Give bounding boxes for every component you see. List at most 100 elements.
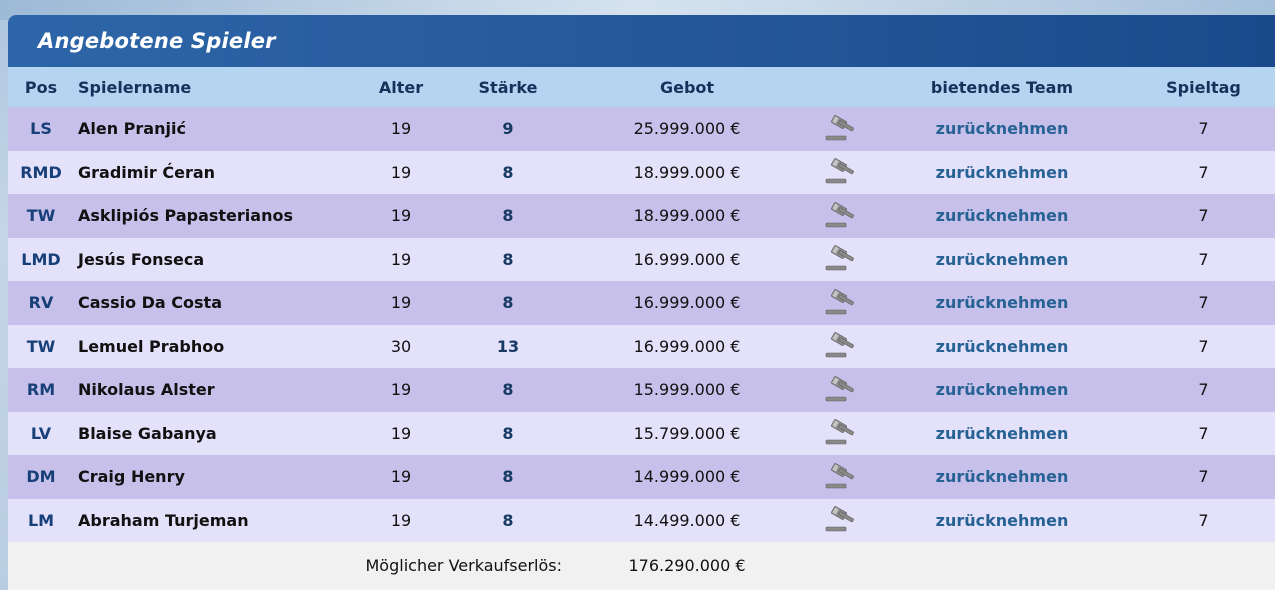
- withdraw-link[interactable]: zurücknehmen: [935, 380, 1069, 400]
- player-age: 19: [390, 423, 412, 443]
- player-strength: 8: [502, 249, 514, 269]
- player-matchday: 7: [1198, 467, 1209, 487]
- player-matchday: 7: [1198, 510, 1209, 530]
- auction-hammer-icon[interactable]: [812, 505, 872, 535]
- player-matchday: 7: [1198, 293, 1209, 313]
- player-matchday: 7: [1198, 206, 1209, 226]
- auction-hammer-icon[interactable]: [812, 114, 872, 144]
- auction-hammer-icon[interactable]: [812, 331, 872, 361]
- player-matchday: 7: [1198, 336, 1209, 356]
- table-row: LM Abraham Turjeman 19 8 14.499.000 € zurückn…: [8, 498, 1275, 542]
- table-row: LV Blaise Gabanya 19 8 15.799.000 € zurückneh…: [8, 411, 1275, 455]
- player-name: Blaise Gabanya: [78, 423, 217, 443]
- player-age: 19: [390, 467, 412, 487]
- player-name: Nikolaus Alster: [78, 380, 215, 400]
- column-header-icon: [812, 67, 872, 107]
- withdraw-link[interactable]: zurücknehmen: [935, 119, 1069, 139]
- table-row: TW Lemuel Prabhoo 30 13 16.999.000 € zurückne…: [8, 324, 1275, 368]
- auction-hammer-icon[interactable]: [812, 375, 872, 405]
- withdraw-link[interactable]: zurücknehmen: [935, 249, 1069, 269]
- player-matchday: 7: [1198, 380, 1209, 400]
- player-age: 19: [390, 380, 412, 400]
- panel-title: Angebotene Spieler: [38, 29, 276, 53]
- player-bid: 16.999.000 €: [633, 293, 741, 313]
- player-strength: 8: [502, 467, 514, 487]
- table-row: LMD Jesús Fonseca 19 8 16.999.000 € zurückneh…: [8, 237, 1275, 281]
- withdraw-link[interactable]: zurücknehmen: [935, 293, 1069, 313]
- column-header-name[interactable]: Spielername: [78, 77, 192, 97]
- player-position: LS: [30, 119, 52, 139]
- column-header-spieltag[interactable]: Spieltag: [1166, 77, 1241, 97]
- player-name: Lemuel Prabhoo: [78, 336, 225, 356]
- withdraw-link[interactable]: zurücknehmen: [935, 336, 1069, 356]
- table-header-row: Pos Spielername Alter Stärke Gebot biete…: [8, 67, 1275, 107]
- auction-hammer-icon[interactable]: [812, 201, 872, 231]
- player-name: Cassio Da Costa: [78, 293, 222, 313]
- player-name: Asklipiós Papasterianos: [78, 206, 293, 226]
- auction-hammer-icon[interactable]: [812, 157, 872, 187]
- player-bid: 18.999.000 €: [633, 206, 741, 226]
- auction-hammer-icon[interactable]: [812, 244, 872, 274]
- player-age: 30: [390, 336, 412, 356]
- player-strength: 8: [502, 162, 514, 182]
- footer-label: Möglicher Verkaufserlös:: [365, 555, 563, 575]
- player-matchday: 7: [1198, 162, 1209, 182]
- auction-hammer-icon[interactable]: [812, 288, 872, 318]
- player-matchday: 7: [1198, 423, 1209, 443]
- player-strength: 8: [502, 380, 514, 400]
- offered-players-panel: Angebotene Spieler Pos Spielername Alter…: [8, 15, 1275, 590]
- withdraw-link[interactable]: zurücknehmen: [935, 423, 1069, 443]
- player-bid: 16.999.000 €: [633, 249, 741, 269]
- table-row: DM Craig Henry 19 8 14.999.000 € zurücknehmen…: [8, 455, 1275, 499]
- player-strength: 8: [502, 293, 514, 313]
- player-position: LMD: [21, 249, 61, 269]
- withdraw-link[interactable]: zurücknehmen: [935, 162, 1069, 182]
- player-position: TW: [26, 336, 56, 356]
- player-age: 19: [390, 293, 412, 313]
- footer-row: Möglicher Verkaufserlös: 176.290.000 €: [8, 542, 1275, 588]
- auction-hammer-icon[interactable]: [812, 462, 872, 492]
- player-name: Gradimir Ćeran: [78, 162, 216, 182]
- panel-header: Angebotene Spieler: [8, 15, 1275, 67]
- player-name: Abraham Turjeman: [78, 510, 249, 530]
- player-position: TW: [26, 206, 56, 226]
- player-strength: 8: [502, 423, 514, 443]
- player-age: 19: [390, 162, 412, 182]
- player-position: RMD: [20, 162, 62, 182]
- withdraw-link[interactable]: zurücknehmen: [935, 467, 1069, 487]
- player-position: RV: [28, 293, 54, 313]
- player-bid: 16.999.000 €: [633, 336, 741, 356]
- player-bid: 14.499.000 €: [633, 510, 741, 530]
- table-row: RV Cassio Da Costa 19 8 16.999.000 € zurückne…: [8, 281, 1275, 325]
- player-age: 19: [390, 206, 412, 226]
- player-age: 19: [390, 119, 412, 139]
- table-row: RM Nikolaus Alster 19 8 15.999.000 € zurückne…: [8, 368, 1275, 412]
- column-header-staerke[interactable]: Stärke: [478, 77, 538, 97]
- player-bid: 25.999.000 €: [633, 119, 741, 139]
- player-strength: 8: [502, 206, 514, 226]
- player-position: RM: [26, 380, 56, 400]
- auction-hammer-icon[interactable]: [812, 418, 872, 448]
- footer-value: 176.290.000 €: [628, 555, 746, 575]
- player-bid: 18.999.000 €: [633, 162, 741, 182]
- withdraw-link[interactable]: zurücknehmen: [935, 510, 1069, 530]
- player-position: DM: [26, 467, 56, 487]
- player-bid: 14.999.000 €: [633, 467, 741, 487]
- player-matchday: 7: [1198, 119, 1209, 139]
- column-header-team[interactable]: bietendes Team: [930, 77, 1074, 97]
- player-bid: 15.799.000 €: [633, 423, 741, 443]
- player-position: LV: [30, 423, 52, 443]
- player-age: 19: [390, 249, 412, 269]
- column-header-pos[interactable]: Pos: [24, 77, 58, 97]
- column-header-gebot[interactable]: Gebot: [659, 77, 715, 97]
- player-bid: 15.999.000 €: [633, 380, 741, 400]
- player-name: Craig Henry: [78, 467, 185, 487]
- column-header-alter[interactable]: Alter: [378, 77, 424, 97]
- table-row: RMD Gradimir Ćeran 19 8 18.999.000 € zurückne…: [8, 150, 1275, 194]
- player-strength: 9: [502, 119, 514, 139]
- player-position: LM: [27, 510, 55, 530]
- withdraw-link[interactable]: zurücknehmen: [935, 206, 1069, 226]
- player-age: 19: [390, 510, 412, 530]
- table-body: LS Alen Pranjić 19 9 25.999.000 € zurücknehme…: [8, 107, 1275, 542]
- player-name: Jesús Fonseca: [78, 249, 205, 269]
